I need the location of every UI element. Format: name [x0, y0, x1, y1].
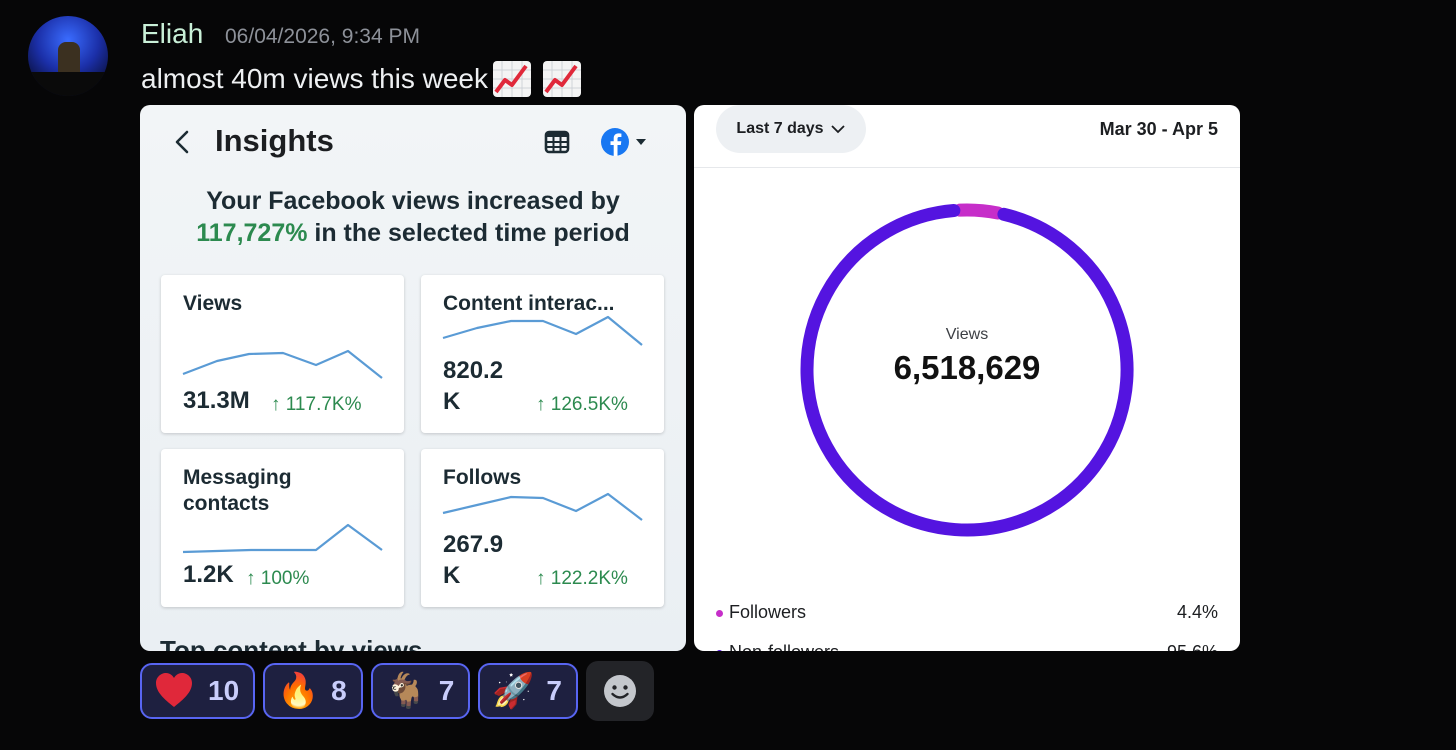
follows-sparkline — [442, 492, 643, 521]
heart-emoji — [156, 673, 192, 707]
legend-label: Followers — [716, 602, 806, 623]
username[interactable]: Eliah — [141, 18, 204, 49]
smiley-face-icon — [603, 675, 636, 707]
insights-headline: Your Facebook views increased by 117,727… — [140, 185, 686, 249]
legend-row-followers: Followers 4.4% — [716, 602, 1218, 623]
date-range-dropdown[interactable]: Last 7 days — [716, 105, 866, 153]
donut-center-value: 6,518,629 — [893, 349, 1041, 386]
date-range-dropdown-label: Last 7 days — [736, 120, 824, 137]
card-title: Views — [183, 292, 243, 315]
card-change: ↑ 122.2K% — [536, 568, 628, 589]
card-value: 31.3M — [183, 387, 250, 414]
donut-slice-followers — [953, 203, 1005, 220]
legend-dot — [716, 609, 723, 617]
legend-label: Non-followers — [716, 642, 839, 651]
user-avatar[interactable] — [28, 16, 108, 96]
follows-card[interactable]: Follows 267.9 K ↑ 122.2K% — [421, 449, 664, 607]
content-interactions-card[interactable]: Content interac... 820.2 K ↑ 126.5K% — [421, 275, 664, 433]
legend-label-text: Followers — [729, 602, 807, 622]
card-value: 267.9 K — [443, 529, 503, 591]
legend-value: 95.6% — [1167, 642, 1218, 651]
messaging-contacts-sparkline — [182, 523, 383, 554]
views-donut-chart — [800, 203, 1134, 537]
rocket-emoji: 🚀 — [492, 672, 535, 710]
views-card[interactable]: Views 31.3M ↑ 117.7K% — [161, 275, 404, 433]
reaction-heart[interactable]: 10 — [140, 663, 256, 719]
back-chevron-icon — [175, 130, 189, 154]
headline-percent: 117,727% — [196, 219, 308, 247]
reactions-bar: 10 🔥 8 🐐 7 🚀 7 — [140, 661, 654, 721]
goat-emoji: 🐐 — [384, 672, 428, 710]
chart-increasing-emoji — [493, 61, 532, 97]
card-title: Content interac... — [443, 292, 615, 315]
legend-value: 4.4% — [1176, 602, 1218, 622]
add-reaction-button[interactable] — [585, 661, 654, 721]
chart-increasing-emoji — [543, 61, 582, 97]
card-value-line1: 820.2 — [443, 357, 504, 384]
views-breakdown-screenshot[interactable]: Last 7 days Mar 30 - Apr 5 Views 6,518,6… — [694, 105, 1240, 651]
top-content-heading: Top content by views — [160, 635, 423, 651]
messaging-contacts-card[interactable]: Messaging contacts 1.2K ↑ 100% — [161, 449, 404, 607]
content-interactions-sparkline — [442, 315, 643, 346]
insights-screenshot[interactable]: Insights Your Facebook views increased b… — [140, 105, 686, 651]
header-divider — [694, 167, 1240, 168]
reaction-count: 10 — [208, 675, 240, 706]
message-text: almost 40m views this week — [141, 63, 489, 94]
card-title-line2: contacts — [183, 492, 270, 515]
reaction-rocket[interactable]: 🚀 7 — [478, 663, 578, 719]
message-timestamp: 06/04/2026, 9:34 PM — [225, 25, 420, 48]
headline-line1: Your Facebook views increased by — [206, 187, 620, 215]
date-range-text: Mar 30 - Apr 5 — [1099, 119, 1218, 139]
card-value-line1: 267.9 — [443, 531, 504, 558]
reaction-count: 7 — [546, 675, 562, 706]
legend-row-non-followers: Non-followers 95.6% — [716, 642, 1218, 651]
message-text-row: almost 40m views this week — [141, 60, 582, 98]
avatar-ground — [28, 72, 108, 96]
calendar-table-icon — [544, 130, 570, 154]
reaction-count: 8 — [331, 675, 347, 706]
fire-emoji: 🔥 — [277, 672, 320, 710]
card-title-line1: Messaging — [183, 466, 292, 489]
facebook-account-dropdown-icon — [601, 128, 646, 156]
card-change: ↑ 126.5K% — [536, 394, 628, 415]
legend-dot — [716, 649, 723, 651]
card-title: Messaging contacts — [183, 465, 398, 517]
chevron-down-icon — [830, 125, 845, 134]
donut-slice-non-followers — [800, 204, 1134, 537]
card-value: 820.2 K — [443, 355, 503, 417]
card-value: 1.2K — [183, 561, 234, 588]
views-sparkline — [182, 349, 383, 379]
card-change: ↑ 117.7K% — [271, 394, 362, 415]
legend-label-text: Non-followers — [729, 642, 839, 651]
card-change: ↑ 100% — [246, 568, 310, 589]
reaction-fire[interactable]: 🔥 8 — [263, 663, 363, 719]
insights-title: Insights — [215, 123, 334, 158]
card-title: Follows — [443, 466, 522, 489]
reaction-goat[interactable]: 🐐 7 — [370, 663, 471, 719]
card-value-line2: K — [443, 388, 461, 415]
donut-center-label: Views — [945, 326, 989, 343]
card-value-line2: K — [443, 562, 461, 589]
reaction-count: 7 — [438, 675, 455, 706]
headline-line2-rest: in the selected time period — [307, 219, 630, 247]
